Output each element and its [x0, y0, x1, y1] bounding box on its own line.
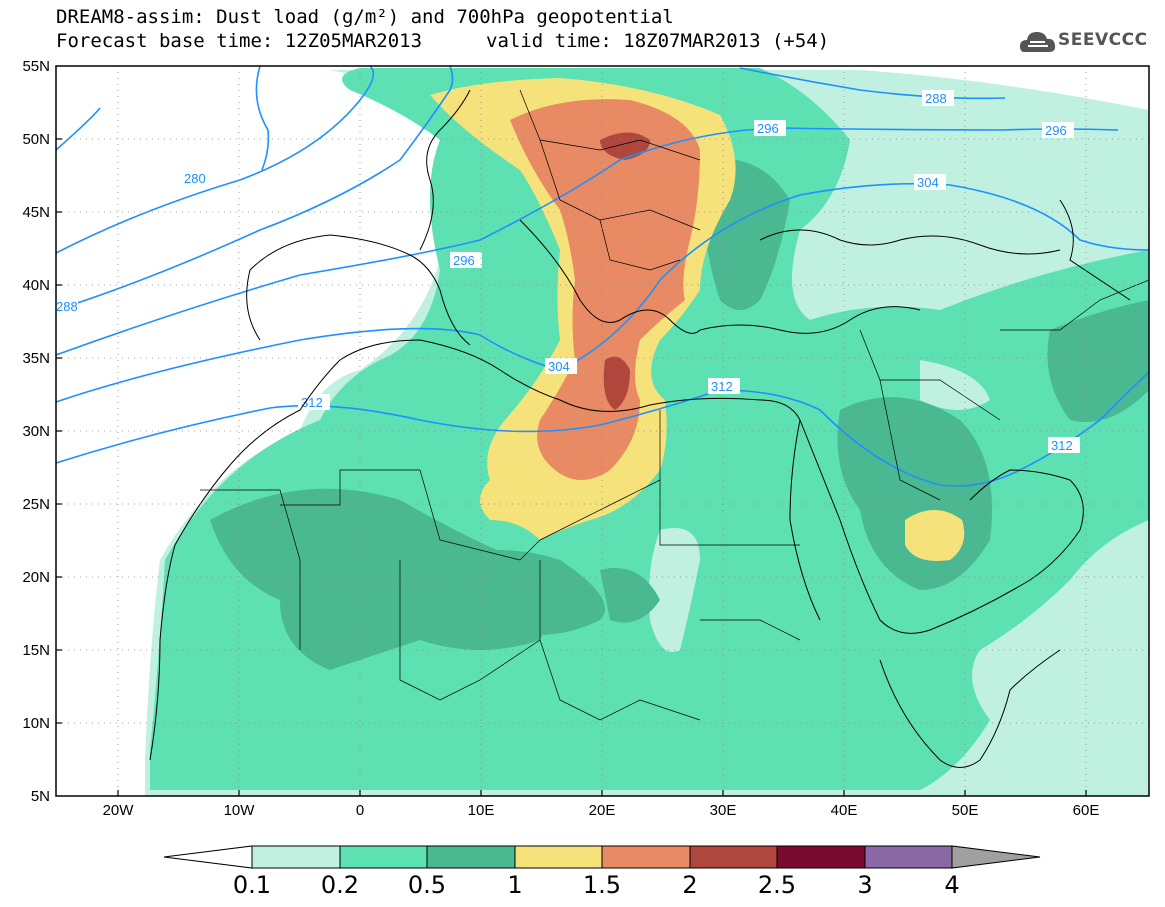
- colorbar-labels: 0.1 0.2 0.5 1 1.5 2 2.5 3 4: [233, 871, 960, 899]
- lat-label: 45N: [22, 204, 50, 221]
- lat-label: 35N: [22, 350, 50, 367]
- colorbar-label: 2: [682, 871, 697, 899]
- country-borders: [200, 89, 1149, 721]
- colorbar-low-arrow: [163, 845, 253, 869]
- graticule: [56, 66, 1149, 796]
- lat-label: 25N: [22, 496, 50, 513]
- lon-label: 20W: [103, 802, 135, 819]
- contour-label: 312: [301, 395, 323, 410]
- lat-label: 20N: [22, 569, 50, 586]
- lat-label: 15N: [22, 642, 50, 659]
- lat-label: 40N: [22, 277, 50, 294]
- lat-label: 55N: [22, 58, 50, 75]
- colorbar-bin: [776, 845, 866, 869]
- lon-label: 20E: [589, 802, 616, 819]
- map-title: DREAM8-assim: Dust load (g/m²) and 700hP…: [56, 6, 674, 28]
- colorbar-bin: [251, 845, 341, 869]
- colorbar-label: 3: [857, 871, 872, 899]
- colorbar: [163, 845, 1041, 869]
- lon-label: 30E: [710, 802, 737, 819]
- contour-label: 288: [56, 299, 78, 314]
- contour-label: 304: [917, 175, 939, 190]
- lat-label: 5N: [31, 788, 50, 805]
- colorbar-label: 0.5: [408, 871, 446, 899]
- contour-label: 296: [453, 253, 475, 268]
- colorbar-bin: [426, 845, 516, 869]
- contour-label: 288: [925, 91, 947, 106]
- contour-label: 312: [711, 379, 733, 394]
- logo-text: SEEVCCC: [1058, 30, 1148, 50]
- colorbar-label: 1: [507, 871, 522, 899]
- colorbar-label: 4: [944, 871, 959, 899]
- coastlines: [149, 89, 1131, 768]
- contour-label: 280: [184, 171, 206, 186]
- colorbar-label: 0.2: [321, 871, 359, 899]
- lon-label: 40E: [831, 802, 858, 819]
- contour-labels: 280 288 288 296 296 296 304 304 312 312 …: [56, 90, 1080, 453]
- contour-label: 304: [548, 359, 570, 374]
- geopotential-contours: [56, 66, 1149, 487]
- colorbar-bin: [864, 845, 953, 869]
- colorbar-bin: [514, 845, 603, 869]
- colorbar-bin: [339, 845, 428, 869]
- lon-label: 60E: [1073, 802, 1100, 819]
- lat-label: 10N: [22, 715, 50, 732]
- colorbar-high-arrow: [951, 845, 1041, 869]
- lon-label: 10W: [224, 802, 256, 819]
- lat-label: 50N: [22, 131, 50, 148]
- colorbar-label: 2.5: [758, 871, 796, 899]
- colorbar-bin: [689, 845, 778, 869]
- contour-label: 296: [757, 121, 779, 136]
- contour-label: 312: [1051, 438, 1073, 453]
- lon-label: 0: [356, 802, 364, 819]
- longitude-labels: 20W 10W 0 10E 20E 30E 40E 50E 60E: [103, 802, 1100, 819]
- axis-ticks: [56, 138, 1087, 796]
- forecast-base-time: Forecast base time: 12Z05MAR2013: [56, 30, 423, 52]
- valid-time: valid time: 18Z07MAR2013 (+54): [486, 30, 830, 52]
- colorbar-label: 0.1: [233, 871, 271, 899]
- lat-label: 30N: [22, 423, 50, 440]
- lon-label: 50E: [952, 802, 979, 819]
- contour-label: 296: [1045, 123, 1067, 138]
- colorbar-bin: [601, 845, 691, 869]
- colorbar-label: 1.5: [583, 871, 621, 899]
- cloud-logo-icon: [1020, 32, 1056, 52]
- lon-label: 10E: [468, 802, 495, 819]
- latitude-labels: 55N 50N 45N 40N 35N 30N 25N 20N 15N 10N …: [22, 58, 50, 805]
